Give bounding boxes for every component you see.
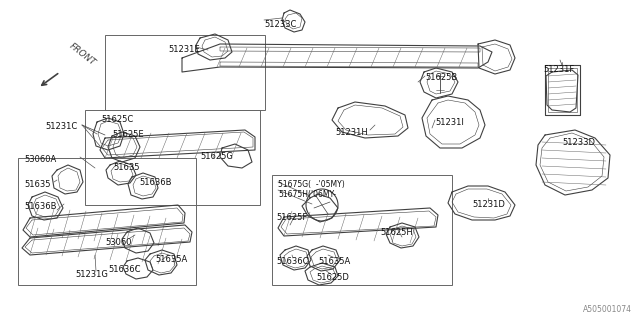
- Text: 51675H('06MY-: 51675H('06MY-: [278, 190, 336, 199]
- Text: 51231H: 51231H: [335, 128, 368, 137]
- Text: 53060: 53060: [105, 238, 131, 247]
- Text: 51636C: 51636C: [108, 265, 141, 274]
- Text: 51231E: 51231E: [168, 45, 200, 54]
- Text: 51625G: 51625G: [200, 152, 233, 161]
- Text: 51636B: 51636B: [24, 202, 56, 211]
- Text: 51625F: 51625F: [276, 213, 307, 222]
- Text: 51636C: 51636C: [276, 257, 308, 266]
- Text: 51625E: 51625E: [112, 130, 143, 139]
- Text: 51625B: 51625B: [425, 73, 457, 82]
- Text: 51231D: 51231D: [472, 200, 505, 209]
- Text: 51233D: 51233D: [562, 138, 595, 147]
- Text: 51675G(  -'05MY): 51675G( -'05MY): [278, 180, 345, 189]
- Text: 51625H: 51625H: [380, 228, 413, 237]
- Text: 51636B: 51636B: [139, 178, 172, 187]
- Bar: [85, 110, 260, 205]
- Text: A505001074: A505001074: [583, 305, 632, 314]
- Text: 53060A: 53060A: [24, 155, 56, 164]
- Bar: [272, 175, 452, 285]
- Text: 51635: 51635: [24, 180, 51, 189]
- Text: 51233C: 51233C: [264, 20, 296, 29]
- Text: 51625D: 51625D: [316, 273, 349, 282]
- Text: 51231G: 51231G: [75, 270, 108, 279]
- Bar: [105, 35, 265, 110]
- Text: 51231I: 51231I: [435, 118, 464, 127]
- Text: 51635: 51635: [113, 163, 140, 172]
- Bar: [18, 158, 196, 285]
- Text: 51231F: 51231F: [543, 65, 574, 74]
- Text: 51635A: 51635A: [155, 255, 188, 264]
- Text: FRONT: FRONT: [68, 42, 98, 68]
- Text: 51635A: 51635A: [318, 257, 350, 266]
- Text: 51231C: 51231C: [45, 122, 77, 131]
- Text: 51625C: 51625C: [101, 115, 133, 124]
